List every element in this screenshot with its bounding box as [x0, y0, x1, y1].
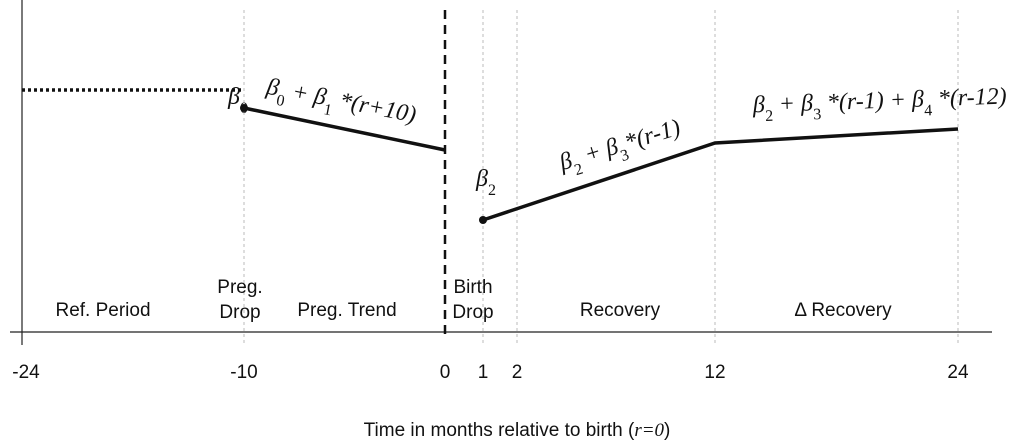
- formula: β0: [227, 84, 248, 117]
- x-axis-label-part: r=0: [634, 420, 664, 441]
- x-tick-label: 0: [440, 362, 451, 383]
- formula-text: + β: [772, 90, 813, 117]
- x-axis-label-part: ): [664, 420, 670, 441]
- x-axis-label: Time in months relative to birth (r=0): [364, 420, 671, 441]
- subscript: 1: [322, 101, 333, 119]
- region-label: Drop: [452, 302, 493, 323]
- guides: [243, 10, 959, 345]
- formula: β2 + β3 *(r-1) + β4 *(r-12): [751, 84, 1007, 125]
- pregnancy-segment: [243, 106, 446, 152]
- formula-text: β: [227, 84, 240, 110]
- formula-text: + β: [575, 134, 621, 171]
- region-label: Ref. Period: [55, 300, 150, 321]
- formula-text: *(r-1) + β: [820, 86, 924, 116]
- formula-text: + β: [284, 78, 328, 111]
- x-tick-label: 12: [704, 362, 725, 383]
- formula-text: *(r+10): [331, 87, 418, 128]
- recovery-segment: [482, 127, 959, 222]
- x-tick-label: 2: [512, 362, 523, 383]
- point: [240, 104, 248, 112]
- formula-text: β: [751, 92, 765, 118]
- region-label: Birth: [453, 277, 492, 298]
- region-label: Recovery: [580, 300, 661, 321]
- formula-text: *(r-1): [622, 115, 684, 156]
- subscript: 4: [924, 102, 933, 119]
- subscript: 3: [813, 106, 822, 123]
- x-tick-label: 1: [478, 362, 489, 383]
- subscript: 2: [765, 107, 774, 124]
- x-tick-label: -24: [12, 362, 40, 383]
- formula-text: *(r-12): [931, 84, 1007, 113]
- x-tick-label: -10: [230, 362, 257, 383]
- region-label: Preg. Trend: [297, 300, 396, 321]
- formula-text: β: [475, 166, 488, 192]
- region-label: Δ Recovery: [794, 300, 892, 321]
- formula: β2 + β3*(r-1): [555, 115, 685, 183]
- subscript: 0: [240, 100, 248, 117]
- subscript: 2: [488, 182, 496, 199]
- region-label: Drop: [219, 302, 260, 323]
- subscript: 0: [275, 91, 286, 109]
- x-axis-label-part: Time in months relative to birth (: [364, 420, 635, 441]
- formula: β0 + β1 *(r+10): [262, 74, 418, 135]
- formula-text: β: [263, 74, 281, 102]
- point: [479, 216, 487, 224]
- x-tick-label: 24: [947, 362, 969, 383]
- formula: β2: [475, 166, 496, 199]
- region-label: Preg.: [217, 277, 262, 298]
